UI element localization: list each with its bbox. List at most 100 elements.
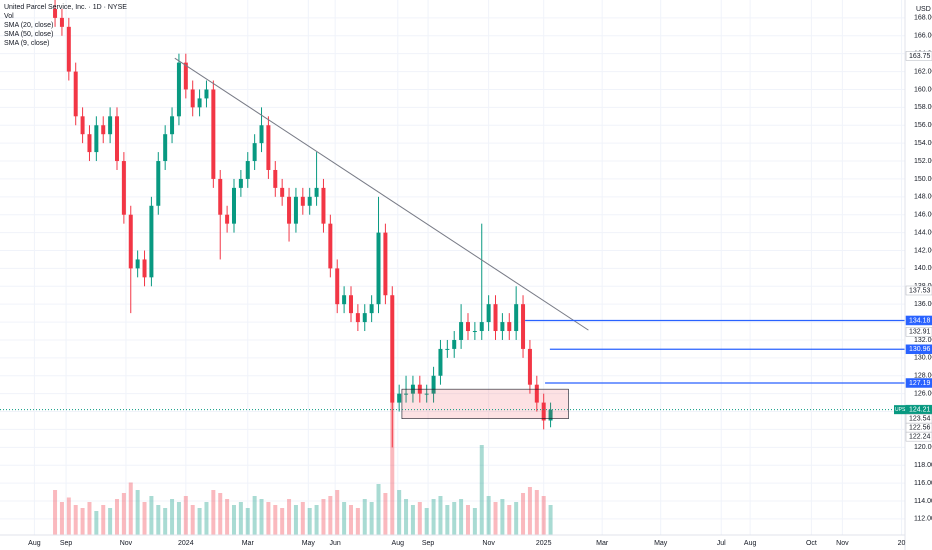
volume-bar bbox=[369, 502, 374, 535]
volume-bar bbox=[190, 505, 195, 535]
grid bbox=[0, 0, 905, 535]
candle-body bbox=[287, 196, 292, 224]
volume-bar bbox=[300, 502, 305, 535]
price-label: 137.53 bbox=[909, 287, 931, 294]
candle-body bbox=[101, 125, 106, 135]
candle-body bbox=[348, 295, 353, 314]
price-label: 132.91 bbox=[909, 329, 931, 336]
volume-bar bbox=[431, 499, 436, 535]
candle-body bbox=[486, 304, 491, 323]
candle-body bbox=[121, 161, 126, 215]
candle-body bbox=[80, 116, 85, 135]
volume-bar bbox=[335, 490, 340, 535]
price-label-box bbox=[905, 327, 932, 337]
x-tick-label: Nov bbox=[836, 540, 849, 547]
volume-bar bbox=[252, 496, 257, 535]
candle-body bbox=[459, 322, 464, 340]
candle-body bbox=[252, 143, 257, 162]
x-tick-label: May bbox=[654, 540, 668, 547]
volume-bar bbox=[479, 445, 484, 535]
volume-bar bbox=[149, 496, 154, 535]
price-label-box bbox=[905, 315, 932, 326]
candle-body bbox=[197, 98, 202, 108]
x-tick-label: Aug bbox=[28, 540, 41, 547]
price-label: 122.24 bbox=[909, 434, 931, 441]
volume-bar bbox=[527, 487, 532, 535]
y-tick-label: 116.00 bbox=[914, 480, 932, 487]
y-tick-label: 166.00 bbox=[914, 33, 932, 40]
candle-body bbox=[231, 187, 236, 224]
candle-body bbox=[142, 259, 147, 278]
volume-bar bbox=[183, 496, 188, 535]
volume-bar bbox=[273, 505, 278, 535]
zone bbox=[401, 388, 569, 419]
volume-bar bbox=[101, 505, 106, 535]
y-tick-label: 168.00 bbox=[914, 15, 932, 22]
volume-bar bbox=[218, 493, 223, 535]
price-label-box bbox=[905, 431, 932, 442]
volume-bar bbox=[445, 505, 450, 535]
volume-bar bbox=[410, 505, 415, 535]
candle-body bbox=[59, 17, 64, 27]
candle-body bbox=[431, 375, 436, 394]
candle-body bbox=[527, 348, 532, 385]
chart-title: United Parcel Service, Inc. · 1D · NYSE bbox=[4, 4, 127, 11]
volume-bar bbox=[114, 499, 119, 535]
volume-bar bbox=[259, 499, 264, 535]
candle-body bbox=[245, 161, 250, 179]
volume-bar bbox=[128, 482, 133, 535]
y-tick-label: 128.00 bbox=[914, 373, 932, 380]
volume-bar bbox=[548, 505, 553, 535]
candle-body bbox=[211, 89, 216, 179]
candle-body bbox=[149, 205, 154, 278]
volume-bar bbox=[404, 499, 409, 535]
volume-bar bbox=[80, 508, 85, 535]
y-tick-label: 114.00 bbox=[914, 498, 932, 505]
volume-bar bbox=[176, 502, 181, 535]
y-tick-label: 160.00 bbox=[914, 86, 932, 93]
volume-bar bbox=[383, 493, 388, 535]
volume-bar bbox=[376, 484, 381, 535]
x-tick-label: Aug bbox=[392, 540, 405, 547]
y-tick-label: 156.00 bbox=[914, 122, 932, 129]
candle-body bbox=[521, 304, 526, 349]
y-tick-label: 118.00 bbox=[914, 462, 932, 469]
volume-bar bbox=[486, 496, 491, 535]
x-tick-label: Jun bbox=[330, 540, 341, 547]
symbol-tag: UPS bbox=[895, 407, 906, 413]
price-label: 124.21 bbox=[909, 407, 931, 414]
candle-body bbox=[94, 125, 99, 153]
legend-item: SMA (9, close) bbox=[4, 40, 50, 47]
candle-body bbox=[355, 313, 360, 323]
volume-bar bbox=[94, 511, 99, 535]
candle-body bbox=[293, 196, 298, 224]
legend-item: Vol bbox=[4, 13, 14, 20]
volume-bar bbox=[314, 505, 319, 535]
x-tick-label: Nov bbox=[120, 540, 133, 547]
symbol-tag-box bbox=[894, 405, 906, 415]
candle-body bbox=[493, 304, 498, 332]
volume-bar bbox=[280, 508, 285, 535]
candle-body bbox=[190, 89, 195, 108]
y-tick-label: 158.00 bbox=[914, 104, 932, 111]
volume-bar bbox=[417, 502, 422, 535]
volume-bar bbox=[390, 392, 395, 535]
y-tick-label: 132.00 bbox=[914, 337, 932, 344]
y-tick-label: 130.00 bbox=[914, 355, 932, 362]
volume-bar bbox=[541, 496, 546, 535]
plot bbox=[0, 0, 905, 535]
x-tick-label: 2025 bbox=[536, 540, 552, 547]
volume-bar bbox=[452, 502, 457, 535]
x-tick-label: Nov bbox=[482, 540, 495, 547]
volume-bar bbox=[211, 490, 216, 535]
candle-body bbox=[170, 116, 175, 135]
y-tick-label: 150.00 bbox=[914, 176, 932, 183]
volume-bar bbox=[287, 499, 292, 535]
candle-body bbox=[114, 116, 119, 162]
candle-body bbox=[472, 331, 477, 333]
volume-bar bbox=[342, 502, 347, 535]
y-tick-label: 142.00 bbox=[914, 247, 932, 254]
x-tick-label: 20 bbox=[898, 540, 906, 547]
candle-body bbox=[376, 232, 381, 305]
